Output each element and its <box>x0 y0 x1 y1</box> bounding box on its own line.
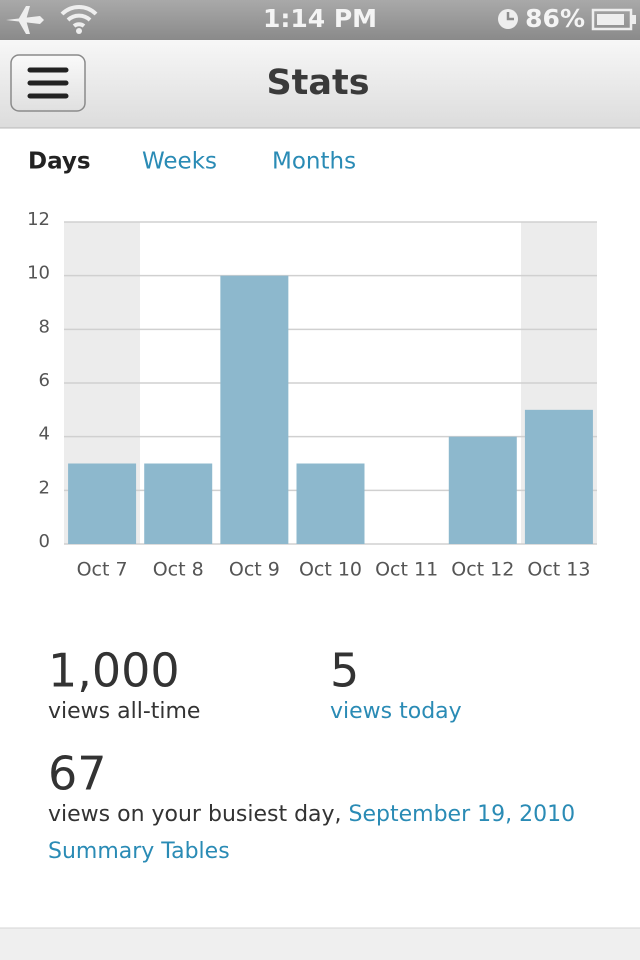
x-tick-label: Oct 9 <box>229 559 280 581</box>
wifi-icon <box>60 4 98 28</box>
nav-bar <box>0 40 640 128</box>
bar <box>448 436 517 544</box>
bar <box>296 463 365 544</box>
x-tick-label: Oct 8 <box>153 559 204 581</box>
tab[interactable]: Weeks <box>142 149 217 175</box>
y-tick-label: 6 <box>39 370 50 391</box>
chart: 0 2 4 6 8 10 12 Oct 7 Oct 8 Oct 9 Oct 10 Oct 11 Oct … <box>27 209 597 581</box>
menu-icon <box>27 67 69 99</box>
today-link[interactable]: views today <box>330 699 462 724</box>
wifi-dot <box>76 28 82 34</box>
busiest-date[interactable]: September 19, 2010 <box>349 802 576 827</box>
bar <box>524 409 593 544</box>
bar <box>144 463 213 544</box>
x-tick-label: Oct 13 <box>527 559 590 581</box>
battery-tip <box>632 15 636 24</box>
y-tick-label: 10 <box>27 263 50 284</box>
all-time-value: 1,000 <box>48 644 180 698</box>
summary-link[interactable]: Summary Tables <box>48 839 230 864</box>
y-tick-label: 0 <box>39 531 50 552</box>
battery-percent: 86% <box>525 4 585 33</box>
y-tick-label: 12 <box>27 209 50 230</box>
y-tick-label: 2 <box>39 477 50 498</box>
battery-icon <box>591 8 633 31</box>
y-tick-label: 4 <box>39 424 50 445</box>
tab[interactable]: Months <box>272 149 356 175</box>
all-time-label: views all-time <box>48 699 200 724</box>
busiest-value: 67 <box>48 747 107 801</box>
bar <box>220 275 289 544</box>
x-tick-label: Oct 10 <box>299 559 362 581</box>
busiest-label: views on your busiest day, <box>48 802 342 827</box>
nav-title: Stats <box>266 63 369 103</box>
y-tick-label: 8 <box>39 316 50 337</box>
airplane-icon <box>6 6 44 34</box>
status-bar <box>0 0 640 40</box>
busiest-line: views on your busiest day, September 19,… <box>48 802 575 827</box>
bar <box>68 463 137 544</box>
x-tick-label: Oct 7 <box>77 559 128 581</box>
x-tick-label: Oct 11 <box>375 559 438 581</box>
clock-hands <box>506 12 514 21</box>
x-tick-label: Oct 12 <box>451 559 514 581</box>
today-value: 5 <box>330 644 359 698</box>
tab-active[interactable]: Days <box>28 149 91 175</box>
battery-level <box>597 14 624 25</box>
status-time: 1:14 PM <box>263 4 377 33</box>
